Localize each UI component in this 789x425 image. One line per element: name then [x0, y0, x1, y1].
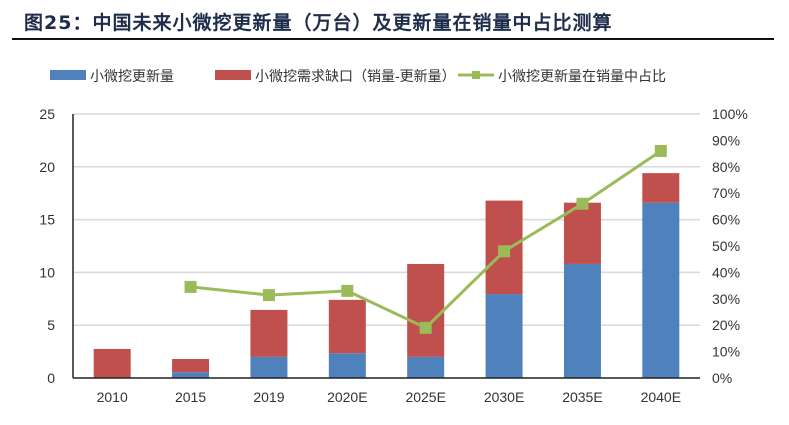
y2-tick-label: 60%	[712, 212, 740, 228]
bar-update	[642, 202, 680, 378]
y-tick-label: 0	[47, 370, 55, 386]
y2-tick-label: 70%	[712, 185, 740, 201]
y2-tick-label: 10%	[712, 344, 740, 360]
line-marker	[341, 284, 354, 297]
bar-update	[172, 372, 210, 378]
bar-gap	[407, 263, 445, 357]
legend-label: 小微挖更新量在销量中占比	[498, 68, 666, 84]
legend-label: 小微挖需求缺口（销量-更新量）	[255, 68, 456, 84]
y-tick-label: 15	[39, 212, 55, 228]
x-tick-label: 2019	[253, 389, 284, 405]
title-rule	[12, 38, 774, 40]
legend-label: 小微挖更新量	[90, 68, 174, 84]
bar-gap	[93, 348, 131, 378]
y2-tick-label: 30%	[712, 291, 740, 307]
bar-gap	[328, 299, 366, 354]
x-tick-label: 2030E	[484, 389, 524, 405]
y-tick-label: 20	[39, 159, 55, 175]
bar-update	[328, 353, 366, 378]
bar-update	[250, 356, 288, 378]
y2-tick-label: 90%	[712, 132, 740, 148]
bar-gap	[642, 173, 680, 203]
y2-tick-label: 0%	[712, 370, 732, 386]
line-marker	[262, 289, 275, 302]
figure-title: 图25：中国未来小微挖更新量（万台）及更新量在销量中占比测算	[24, 12, 613, 34]
y2-tick-label: 80%	[712, 159, 740, 175]
line-marker	[184, 280, 197, 293]
y2-tick-label: 100%	[712, 106, 748, 122]
y2-tick-label: 40%	[712, 264, 740, 280]
bar-update	[485, 294, 523, 378]
bar-update	[407, 356, 445, 378]
line-marker	[576, 197, 589, 210]
x-tick-label: 2040E	[641, 389, 681, 405]
legend-swatch	[215, 70, 251, 80]
x-tick-label: 2015	[175, 389, 206, 405]
y-tick-label: 5	[47, 317, 55, 333]
line-marker	[419, 321, 432, 334]
y2-tick-label: 50%	[712, 238, 740, 254]
bar-gap	[172, 358, 210, 373]
legend-marker	[472, 71, 480, 79]
line-marker	[498, 245, 511, 258]
x-tick-label: 2035E	[562, 389, 602, 405]
bar-update	[563, 263, 601, 378]
y-tick-label: 25	[39, 106, 55, 122]
x-tick-label: 2025E	[405, 389, 445, 405]
x-tick-label: 2020E	[327, 389, 367, 405]
legend-swatch	[50, 70, 86, 80]
bar-gap	[250, 309, 288, 357]
x-tick-label: 2010	[97, 389, 128, 405]
y2-tick-label: 20%	[712, 317, 740, 333]
line-marker	[654, 144, 667, 157]
y-tick-label: 10	[39, 264, 55, 280]
